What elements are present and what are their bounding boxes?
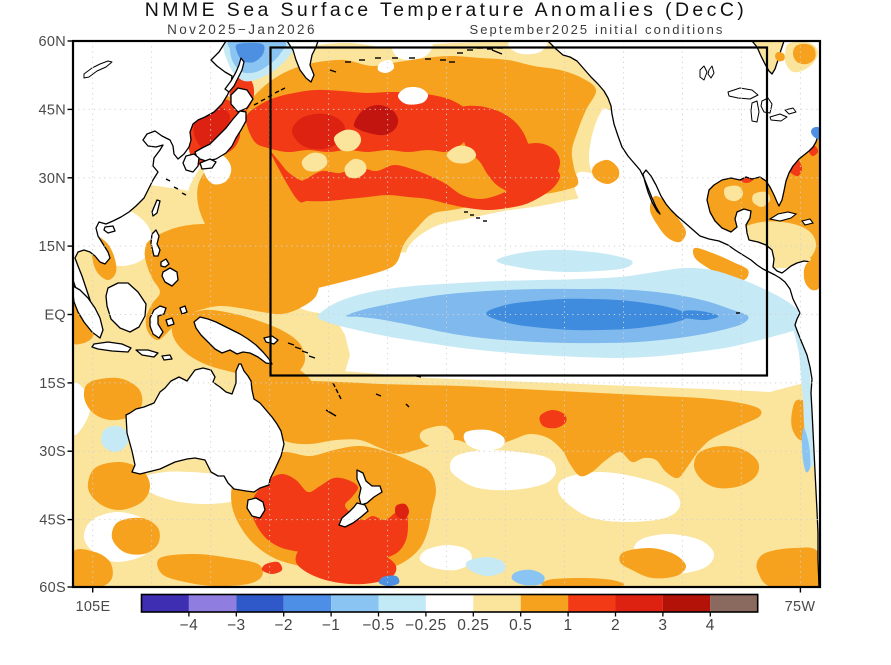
svg-text:60S: 60S: [39, 580, 66, 596]
svg-text:60N: 60N: [39, 34, 67, 50]
svg-text:4: 4: [706, 617, 715, 634]
svg-text:30N: 30N: [39, 171, 67, 187]
svg-text:105E: 105E: [75, 599, 110, 615]
svg-text:1: 1: [564, 617, 573, 634]
svg-text:15N: 15N: [39, 239, 67, 255]
svg-text:30S: 30S: [39, 444, 66, 460]
svg-text:0.25: 0.25: [457, 617, 489, 634]
svg-text:−4: −4: [180, 617, 199, 634]
svg-text:September2025 initial conditio: September2025 initial conditions: [469, 22, 724, 37]
svg-text:EQ: EQ: [44, 308, 66, 324]
svg-text:−0.25: −0.25: [405, 617, 447, 634]
svg-text:−1: −1: [322, 617, 341, 634]
svg-text:−3: −3: [227, 617, 246, 634]
svg-text:NMME Sea Surface Temperature A: NMME Sea Surface Temperature Anomalies (…: [145, 0, 747, 21]
svg-text:3: 3: [658, 617, 667, 634]
svg-text:Nov2025−Jan2026: Nov2025−Jan2026: [167, 22, 317, 37]
svg-text:75W: 75W: [785, 599, 816, 615]
svg-text:−0.5: −0.5: [362, 617, 395, 634]
svg-text:45N: 45N: [39, 102, 67, 118]
svg-text:45S: 45S: [39, 513, 66, 529]
svg-text:2: 2: [611, 617, 620, 634]
svg-text:15S: 15S: [39, 376, 66, 392]
svg-text:−2: −2: [274, 617, 293, 634]
svg-text:0.5: 0.5: [509, 617, 532, 634]
